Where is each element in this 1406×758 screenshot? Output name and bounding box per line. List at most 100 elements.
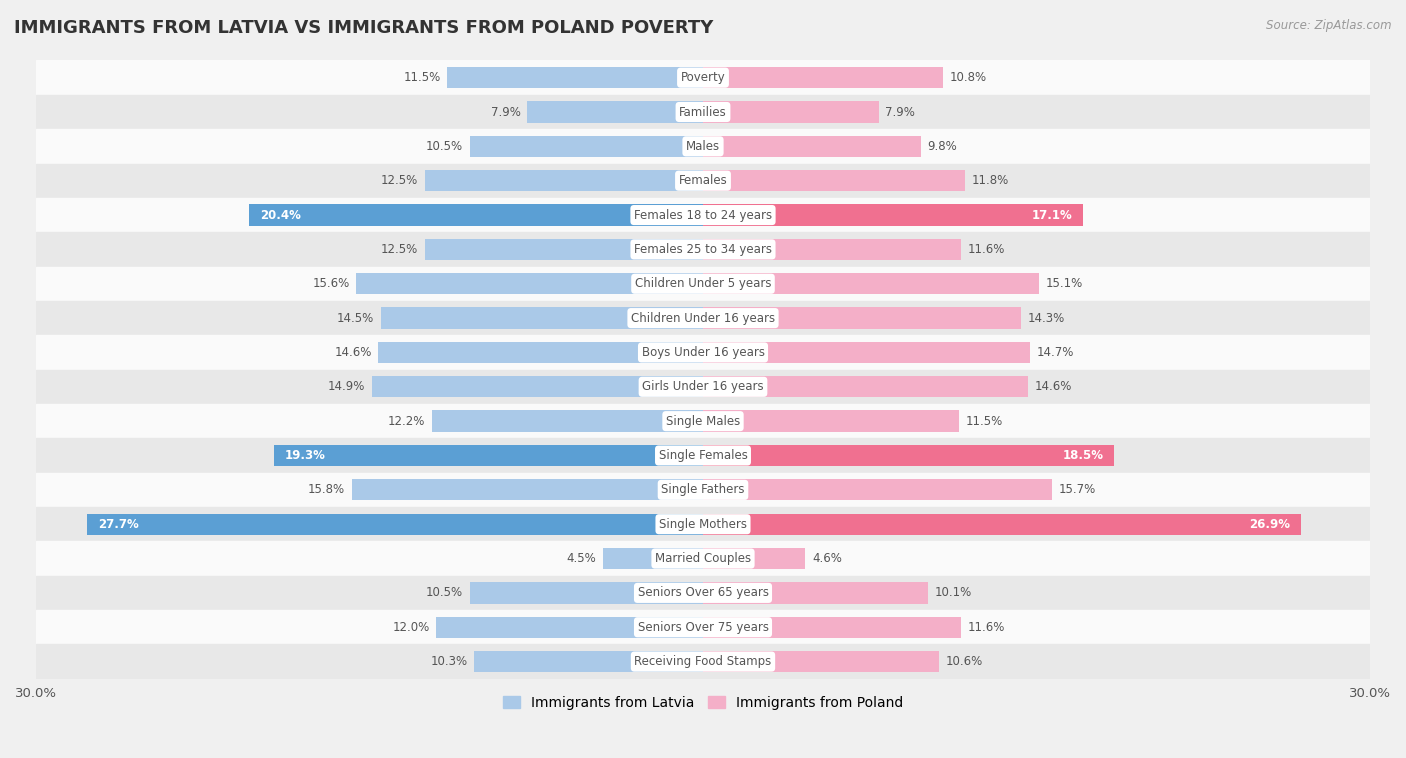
Bar xyxy=(425,170,703,191)
Bar xyxy=(37,507,1369,541)
Text: 11.5%: 11.5% xyxy=(404,71,440,84)
Text: 14.6%: 14.6% xyxy=(1035,381,1071,393)
Bar xyxy=(37,576,1369,610)
Text: 10.5%: 10.5% xyxy=(426,587,463,600)
Text: 14.9%: 14.9% xyxy=(328,381,366,393)
Text: Single Males: Single Males xyxy=(666,415,740,428)
Text: 15.7%: 15.7% xyxy=(1059,484,1097,496)
Text: 15.1%: 15.1% xyxy=(1046,277,1083,290)
Bar xyxy=(703,445,1115,466)
Bar xyxy=(703,616,960,638)
Bar xyxy=(378,342,703,363)
Bar xyxy=(432,411,703,432)
Text: Married Couples: Married Couples xyxy=(655,552,751,565)
Bar xyxy=(703,239,960,260)
Bar xyxy=(381,308,703,329)
Text: 15.6%: 15.6% xyxy=(312,277,350,290)
Bar xyxy=(371,376,703,397)
Bar xyxy=(37,335,1369,370)
Bar xyxy=(527,102,703,123)
Text: Children Under 5 years: Children Under 5 years xyxy=(634,277,772,290)
Bar xyxy=(37,644,1369,678)
Text: 4.5%: 4.5% xyxy=(567,552,596,565)
Text: Boys Under 16 years: Boys Under 16 years xyxy=(641,346,765,359)
Text: 17.1%: 17.1% xyxy=(1032,208,1071,221)
Bar xyxy=(703,67,943,88)
Text: Females 25 to 34 years: Females 25 to 34 years xyxy=(634,243,772,256)
Text: 10.8%: 10.8% xyxy=(950,71,987,84)
Text: 10.5%: 10.5% xyxy=(426,140,463,153)
Bar xyxy=(274,445,703,466)
Bar xyxy=(87,514,703,535)
Text: 11.6%: 11.6% xyxy=(967,243,1005,256)
Bar xyxy=(37,438,1369,473)
Bar xyxy=(703,205,1083,226)
Bar xyxy=(703,651,939,672)
Text: Source: ZipAtlas.com: Source: ZipAtlas.com xyxy=(1267,19,1392,32)
Text: 15.8%: 15.8% xyxy=(308,484,344,496)
Legend: Immigrants from Latvia, Immigrants from Poland: Immigrants from Latvia, Immigrants from … xyxy=(498,690,908,715)
Bar xyxy=(703,548,806,569)
Bar xyxy=(37,61,1369,95)
Text: Seniors Over 65 years: Seniors Over 65 years xyxy=(637,587,769,600)
Text: 14.3%: 14.3% xyxy=(1028,312,1064,324)
Bar xyxy=(703,273,1039,294)
Bar xyxy=(37,610,1369,644)
Bar xyxy=(470,582,703,603)
Text: Children Under 16 years: Children Under 16 years xyxy=(631,312,775,324)
Bar xyxy=(703,582,928,603)
Text: Females 18 to 24 years: Females 18 to 24 years xyxy=(634,208,772,221)
Text: Males: Males xyxy=(686,140,720,153)
Text: Girls Under 16 years: Girls Under 16 years xyxy=(643,381,763,393)
Bar xyxy=(603,548,703,569)
Bar xyxy=(703,102,879,123)
Text: 10.1%: 10.1% xyxy=(934,587,972,600)
Bar xyxy=(37,232,1369,267)
Bar xyxy=(703,308,1021,329)
Text: Single Mothers: Single Mothers xyxy=(659,518,747,531)
Bar xyxy=(37,301,1369,335)
Text: 12.0%: 12.0% xyxy=(392,621,429,634)
Text: 18.5%: 18.5% xyxy=(1062,449,1104,462)
Text: Families: Families xyxy=(679,105,727,118)
Text: 11.6%: 11.6% xyxy=(967,621,1005,634)
Bar xyxy=(37,370,1369,404)
Text: 12.5%: 12.5% xyxy=(381,174,419,187)
Bar xyxy=(37,473,1369,507)
Bar xyxy=(37,198,1369,232)
Bar xyxy=(703,411,959,432)
Bar xyxy=(436,616,703,638)
Text: 10.3%: 10.3% xyxy=(430,655,467,668)
Text: 10.6%: 10.6% xyxy=(945,655,983,668)
Bar xyxy=(37,404,1369,438)
Bar xyxy=(470,136,703,157)
Text: 27.7%: 27.7% xyxy=(98,518,139,531)
Bar xyxy=(37,541,1369,576)
Text: 14.5%: 14.5% xyxy=(336,312,374,324)
Text: 14.6%: 14.6% xyxy=(335,346,371,359)
Text: 12.5%: 12.5% xyxy=(381,243,419,256)
Text: 9.8%: 9.8% xyxy=(928,140,957,153)
Bar xyxy=(356,273,703,294)
Text: 20.4%: 20.4% xyxy=(260,208,301,221)
Bar xyxy=(703,376,1028,397)
Text: 12.2%: 12.2% xyxy=(388,415,425,428)
Text: 7.9%: 7.9% xyxy=(491,105,520,118)
Text: 26.9%: 26.9% xyxy=(1249,518,1289,531)
Text: IMMIGRANTS FROM LATVIA VS IMMIGRANTS FROM POLAND POVERTY: IMMIGRANTS FROM LATVIA VS IMMIGRANTS FRO… xyxy=(14,19,713,37)
Text: 11.8%: 11.8% xyxy=(972,174,1010,187)
Text: Poverty: Poverty xyxy=(681,71,725,84)
Bar xyxy=(249,205,703,226)
Bar xyxy=(703,514,1301,535)
Text: 19.3%: 19.3% xyxy=(285,449,326,462)
Bar xyxy=(425,239,703,260)
Bar xyxy=(447,67,703,88)
Bar xyxy=(37,129,1369,164)
Text: Females: Females xyxy=(679,174,727,187)
Text: Single Females: Single Females xyxy=(658,449,748,462)
Text: 7.9%: 7.9% xyxy=(886,105,915,118)
Text: 14.7%: 14.7% xyxy=(1036,346,1074,359)
Bar xyxy=(37,164,1369,198)
Text: 4.6%: 4.6% xyxy=(811,552,842,565)
Text: Receiving Food Stamps: Receiving Food Stamps xyxy=(634,655,772,668)
